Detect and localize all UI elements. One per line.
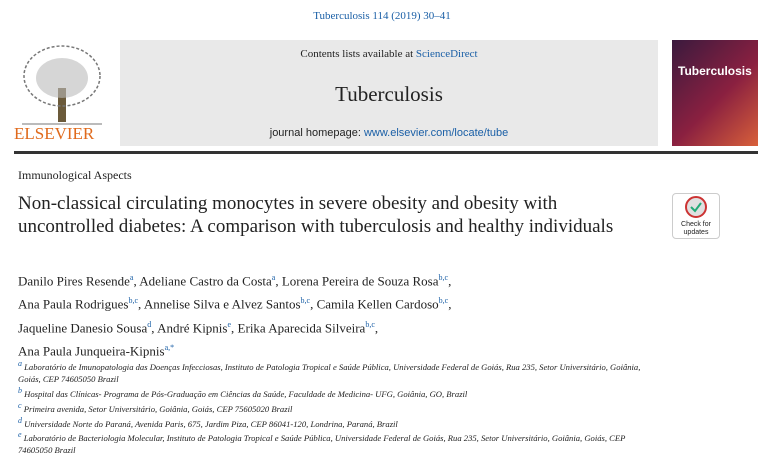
affiliation-text: Primeira avenida, Setor Universitário, G… bbox=[23, 403, 293, 414]
author-separator: , bbox=[448, 296, 452, 312]
author-line: Danilo Pires Resendea, Adeliane Castro d… bbox=[18, 268, 658, 291]
author-separator: , bbox=[133, 273, 137, 289]
affiliation: d Universidade Norte do Paraná, Avenida … bbox=[18, 415, 658, 430]
contents-line: Contents lists available at ScienceDirec… bbox=[120, 48, 658, 60]
affiliation: a Laboratório de Imunopatologia das Doen… bbox=[18, 358, 658, 385]
author-separator: , bbox=[151, 319, 155, 335]
affiliation-key: d bbox=[18, 415, 22, 425]
author-line: Ana Paula Junqueira-Kipnisa,* bbox=[18, 338, 658, 361]
check-text: Check for bbox=[681, 221, 711, 228]
tree-icon bbox=[22, 45, 102, 125]
author-separator: , bbox=[310, 296, 314, 312]
affiliation-key: c bbox=[18, 400, 22, 410]
journal-name: Tuberculosis bbox=[335, 82, 443, 106]
check-icon bbox=[685, 196, 707, 218]
author-affiliation-mark: a bbox=[271, 273, 276, 282]
journal-cover: Tuberculosis bbox=[672, 40, 758, 146]
homepage-link[interactable]: www.elsevier.com/locate/tube bbox=[363, 127, 509, 139]
affiliation-key: a bbox=[18, 359, 22, 368]
author-separator: , bbox=[138, 296, 142, 312]
check-updates-badge[interactable]: Check for updates bbox=[672, 193, 720, 239]
affiliation-list: a Laboratório de Imunopatologia das Doen… bbox=[18, 358, 658, 456]
section-label: Immunological Aspects bbox=[18, 168, 132, 182]
author-name: Ana Paula Junqueira-Kipnis bbox=[18, 343, 165, 359]
author-name: Lorena Pereira de Souza Rosa bbox=[281, 273, 439, 289]
author-line: Jaqueline Danesio Sousad, André Kipnise,… bbox=[18, 315, 658, 338]
author-name: Ana Paula Rodrigues bbox=[18, 296, 129, 312]
author-name: Danilo Pires Resende bbox=[18, 273, 130, 289]
author-affiliation-mark: e bbox=[227, 319, 232, 329]
affiliation: e Laboratório de Bacteriologia Molecular… bbox=[18, 429, 658, 456]
affiliation-text: Universidade Norte do Paraná, Avenida Pa… bbox=[24, 418, 398, 429]
publisher-logo: ELSEVIER bbox=[12, 38, 112, 146]
cover-title: Tuberculosis bbox=[678, 64, 752, 78]
author-separator: , bbox=[374, 319, 379, 335]
author-list: Danilo Pires Resendea, Adeliane Castro d… bbox=[18, 268, 658, 361]
journal-banner: Contents lists available at ScienceDirec… bbox=[120, 40, 658, 146]
affiliation-text: Laboratório de Imunopatologia das Doença… bbox=[18, 361, 641, 384]
publisher-name: ELSEVIER bbox=[14, 124, 95, 143]
check-text: updates bbox=[683, 229, 709, 236]
author-separator: , bbox=[275, 273, 279, 289]
contents-prefix: Contents lists available at bbox=[300, 48, 414, 60]
author-affiliation-mark: b,c bbox=[128, 296, 139, 306]
affiliation-text: Hospital das Clínicas- Programa de Pós-G… bbox=[24, 388, 468, 399]
affiliation: c Primeira avenida, Setor Universitário,… bbox=[18, 400, 658, 415]
affiliation-text: Laboratório de Bacteriologia Molecular, … bbox=[18, 433, 626, 456]
author-name: Jaqueline Danesio Sousa bbox=[18, 319, 148, 335]
author-line: Ana Paula Rodriguesb,c, Annelise Silva e… bbox=[18, 291, 658, 314]
author-affiliation-mark: a bbox=[129, 273, 134, 282]
author-name: Annelise Silva e Alvez Santos bbox=[143, 296, 301, 312]
journal-ref: Tuberculosis 114 (2019) 30–41 bbox=[313, 10, 451, 22]
author-affiliation-mark: d bbox=[147, 319, 152, 329]
author-affiliation-mark: b,c bbox=[300, 296, 311, 306]
author-name: Camila Kellen Cardoso bbox=[316, 296, 439, 312]
sciencedirect-link[interactable]: ScienceDirect bbox=[415, 48, 478, 60]
affiliation-key: e bbox=[18, 430, 22, 440]
author-name: André Kipnis bbox=[157, 319, 228, 335]
author-affiliation-mark: b,c bbox=[365, 319, 375, 329]
author-affiliation-mark: a,* bbox=[164, 342, 175, 352]
article-title: Non-classical circulating monocytes in s… bbox=[18, 193, 614, 237]
homepage-prefix: journal homepage: bbox=[269, 127, 361, 139]
author-name: Adeliane Castro da Costa bbox=[139, 273, 272, 289]
affiliation-key: b bbox=[18, 385, 22, 395]
author-separator: , bbox=[231, 319, 235, 335]
author-affiliation-mark: b,c bbox=[438, 273, 449, 282]
header-rule bbox=[14, 151, 758, 154]
author-name: Erika Aparecida Silveira bbox=[237, 319, 366, 335]
affiliation: b Hospital das Clínicas- Programa de Pós… bbox=[18, 385, 658, 400]
author-affiliation-mark: b,c bbox=[438, 296, 449, 306]
author-separator: , bbox=[448, 273, 452, 289]
homepage-line: journal homepage: www.elsevier.com/locat… bbox=[120, 127, 658, 139]
